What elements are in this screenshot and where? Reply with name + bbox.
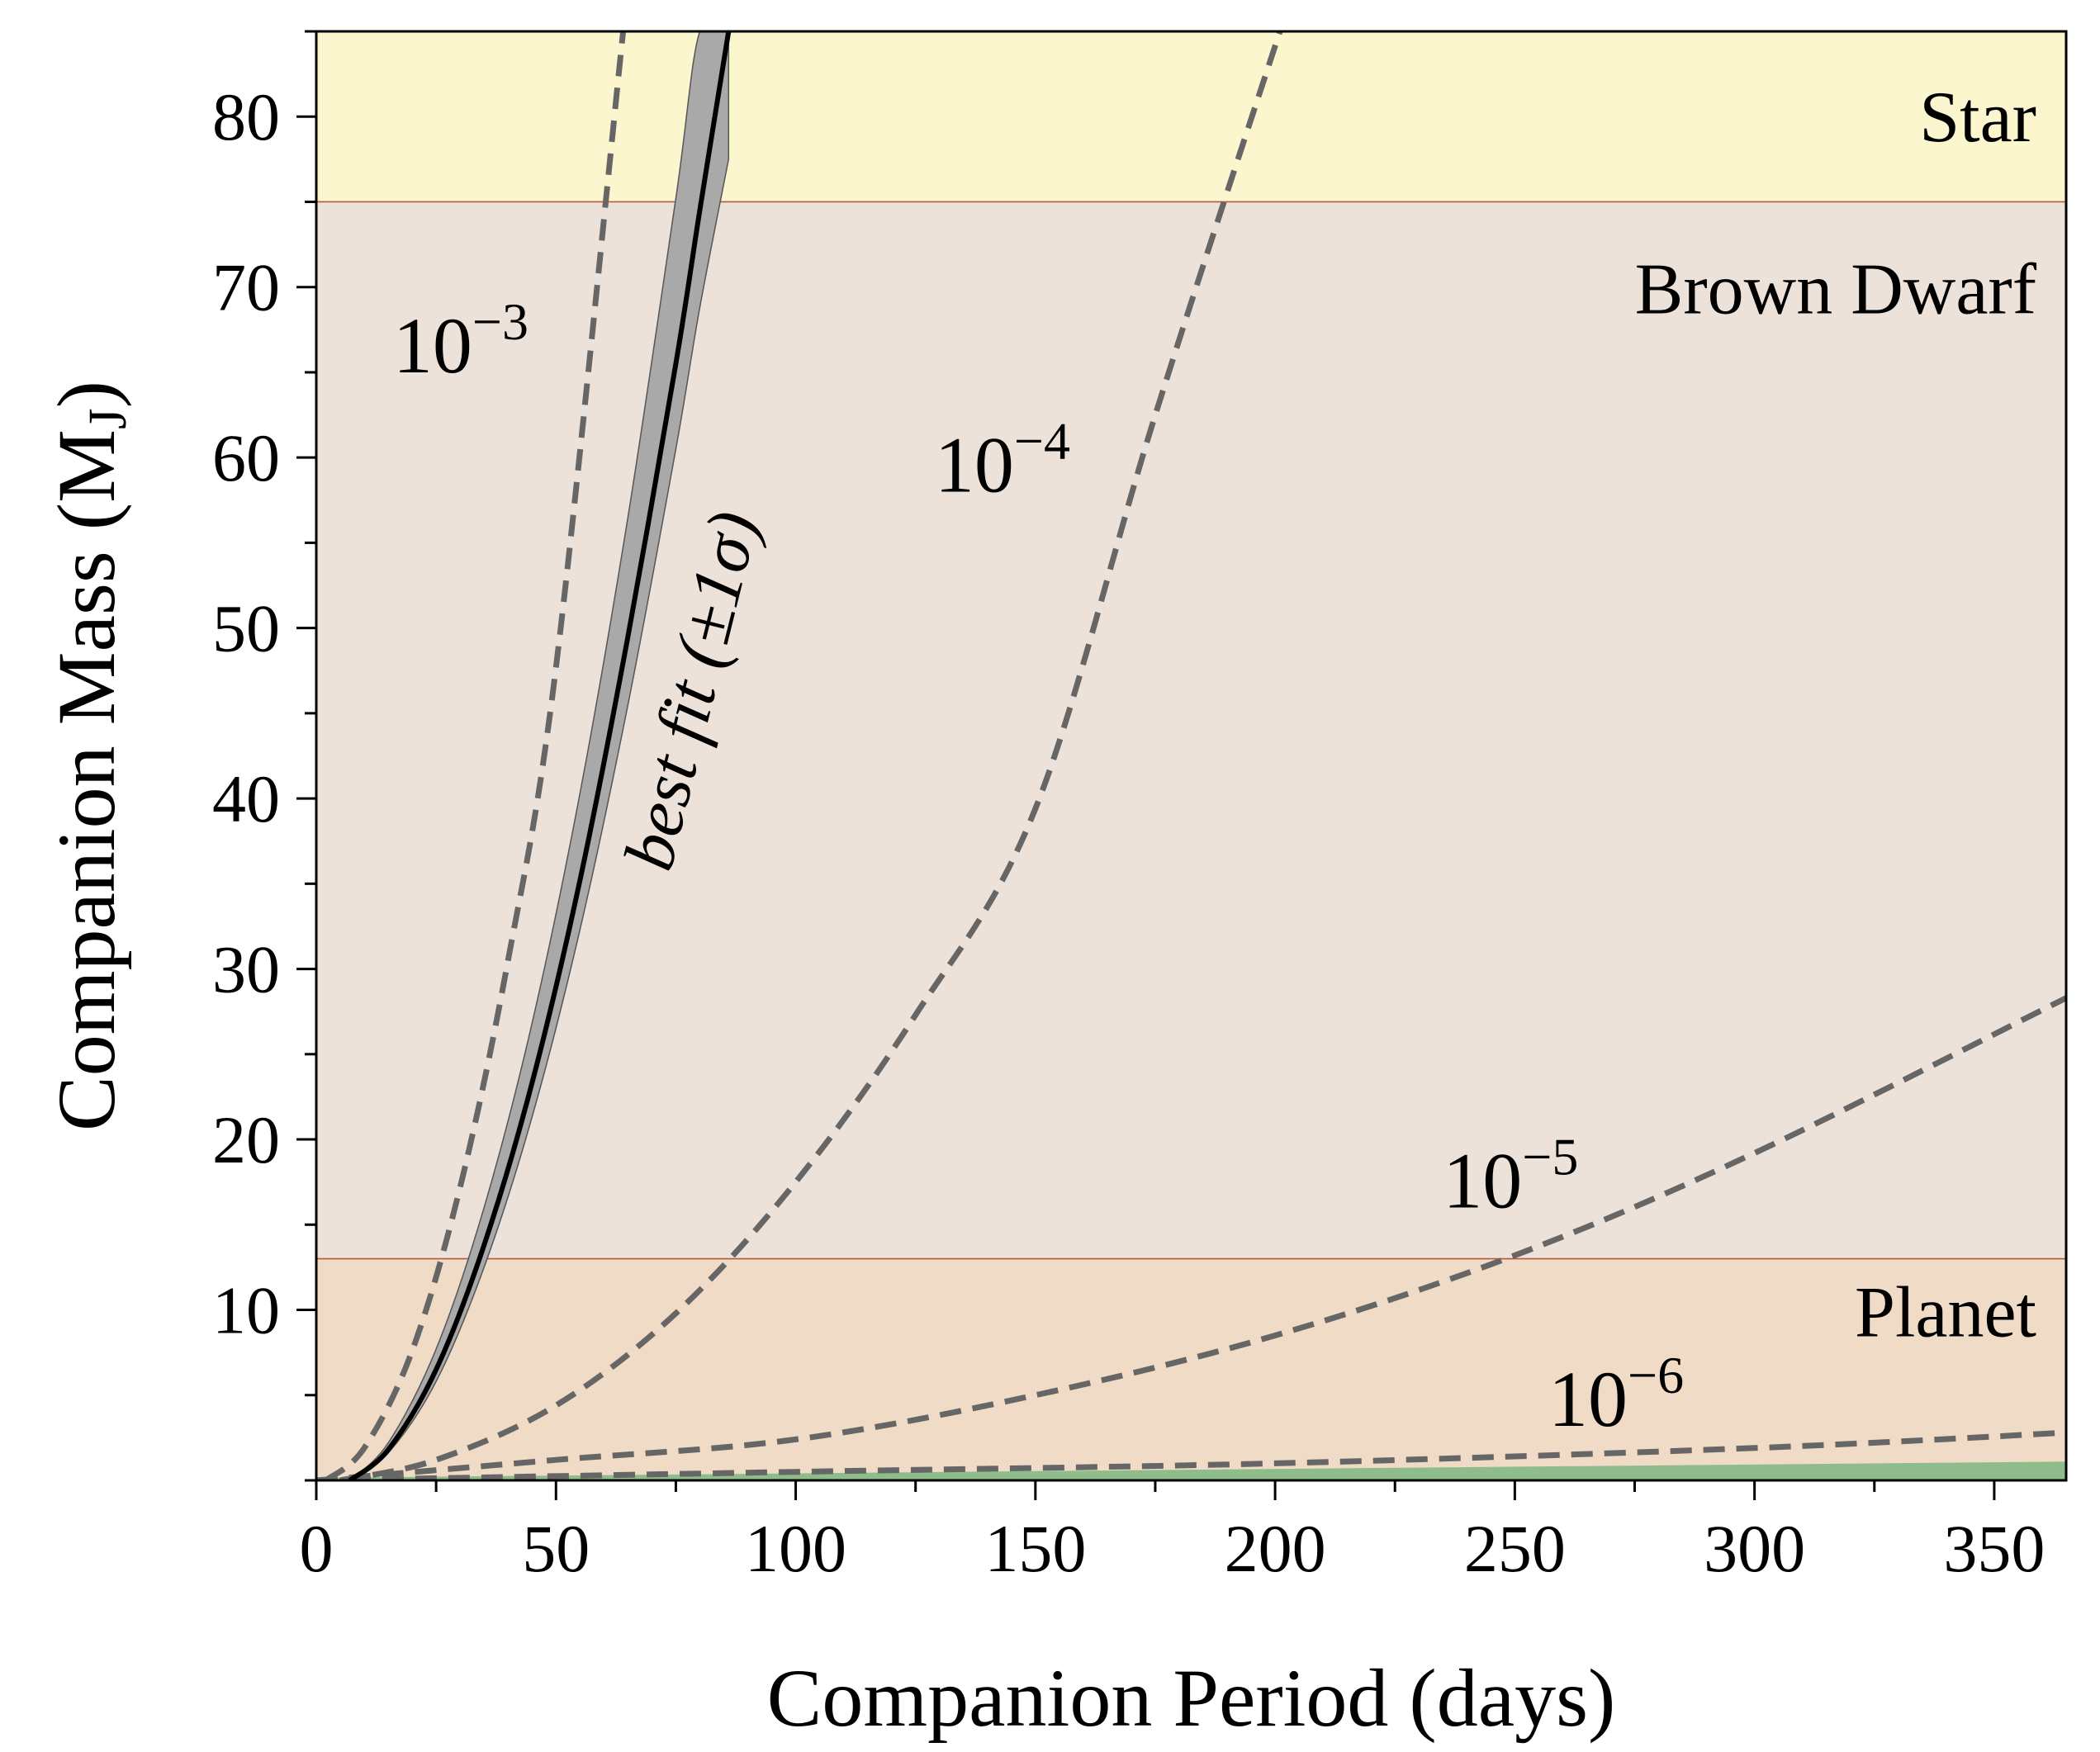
curve-label-1e-6: 10−6 [1548, 1346, 1684, 1443]
y-tick-label: 40 [212, 761, 280, 836]
x-tick-label: 200 [1225, 1511, 1326, 1586]
reference-curve-0 [324, 31, 627, 1480]
region-label-star: Star [1919, 78, 2036, 158]
x-tick-label: 300 [1704, 1511, 1805, 1586]
reference-curve-2 [316, 995, 2066, 1480]
axis-ticks: 0 50 100 150 200 250 300 350 10 20 30 40 50 60 70 80 [212, 30, 2045, 1586]
reference-curve-3 [316, 1429, 2066, 1480]
curve-label-1e-4: 10−4 [935, 411, 1070, 509]
region-0 [316, 1258, 2066, 1480]
curve-label-1e-3: 10−3 [393, 292, 529, 390]
y-axis-title-main: Companion Mass (M [40, 429, 132, 1131]
y-axis-title-subscript: J [78, 408, 138, 429]
y-tick-label: 70 [212, 250, 280, 325]
best-fit-band-layer [349, 31, 730, 1480]
y-tick-label: 30 [212, 932, 280, 1007]
x-axis-title: Companion Period (days) [767, 1652, 1616, 1744]
region-2 [316, 31, 2066, 202]
x-tick-label: 0 [300, 1511, 334, 1586]
plot-border [315, 30, 2068, 1482]
curve-label-1e-5: 10−5 [1443, 1128, 1578, 1225]
x-tick-label: 250 [1464, 1511, 1566, 1586]
excluded-band-layer [316, 1461, 2066, 1480]
y-tick-label: 20 [212, 1102, 280, 1177]
y-axis-title: Companion Mass (MJ) [40, 381, 138, 1131]
best-fit-sigma-band [349, 31, 730, 1480]
reference-curves-layer [316, 31, 2066, 1480]
x-tick-label: 50 [522, 1511, 590, 1586]
x-tick-label: 100 [745, 1511, 846, 1586]
chart-labels: Companion Period (days) Companion Mass (… [40, 78, 2037, 1744]
mass-regions [316, 31, 2066, 1480]
plot-frame [315, 30, 2068, 1482]
y-tick-label: 50 [212, 591, 280, 666]
reference-curve-1 [339, 31, 1283, 1480]
region-1 [316, 201, 2066, 1259]
y-tick-label: 60 [212, 420, 280, 495]
y-axis-title-close: ) [40, 381, 132, 408]
excluded-band [316, 1461, 2066, 1480]
x-tick-label: 350 [1943, 1511, 2045, 1586]
x-tick-label: 150 [984, 1511, 1086, 1586]
best-fit-curve-layer [348, 31, 732, 1480]
region-label-planet: Planet [1855, 1273, 2036, 1353]
y-tick-label: 10 [212, 1273, 280, 1348]
y-tick-label: 80 [212, 79, 280, 154]
best-fit-line [348, 31, 732, 1480]
region-label-brown-dwarf: Brown Dwarf [1635, 250, 2037, 330]
